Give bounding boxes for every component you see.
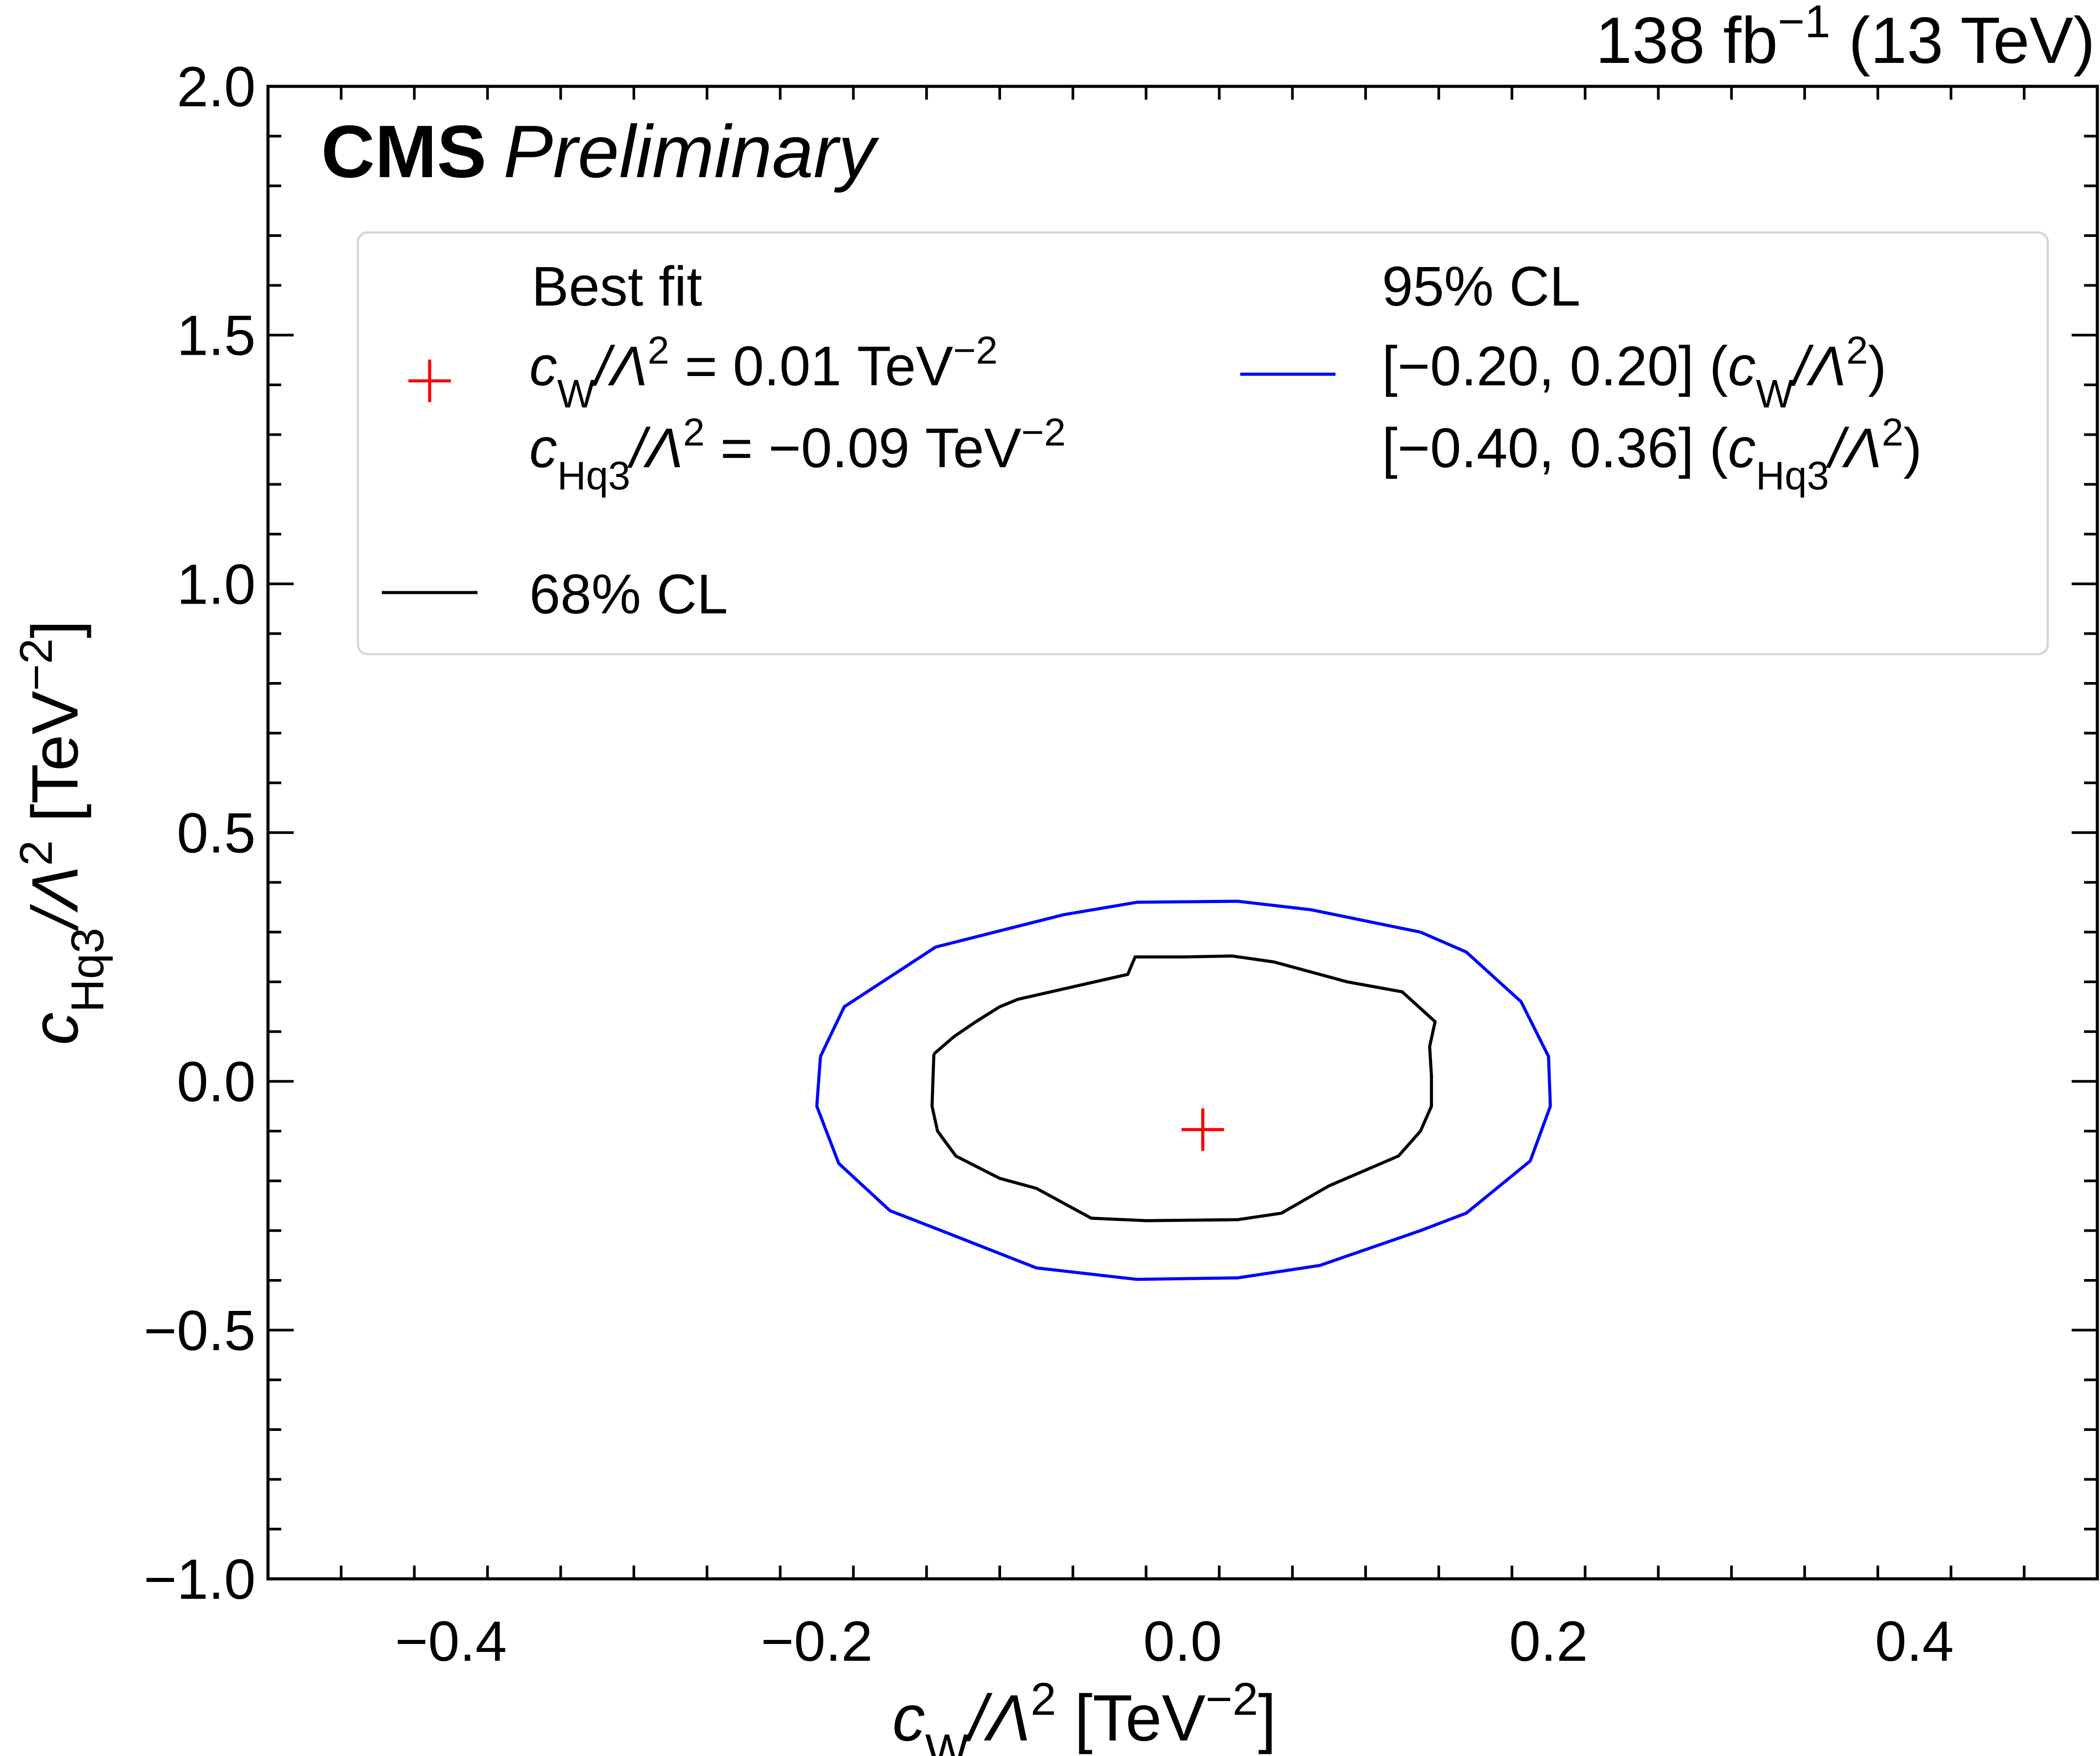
legend-95-interval-chq3: [−0.40, 0.36] (cHq3/Λ2) [1382, 410, 1922, 499]
x-tick-label: 0.2 [1509, 1610, 1588, 1673]
legend-best-fit-title: Best fit [532, 255, 702, 318]
legend-best-fit-chq3: cHq3/Λ2 = −0.09 TeV−2 [529, 410, 1066, 499]
y-tick-label: 1.5 [177, 304, 256, 368]
contours [815, 899, 1552, 1281]
legend-best-fit-marker [408, 360, 451, 402]
contour-95-cl [815, 899, 1552, 1281]
x-tick-label: 0.4 [1875, 1610, 1954, 1673]
lumi-label: 138 fb−1 (13 TeV) [1595, 0, 2095, 77]
cms-label: CMS Preliminary [321, 110, 879, 193]
legend: Best fit cW/Λ2 = 0.01 TeV−2 cHq3/Λ2 = −0… [357, 231, 2049, 655]
y-tick-labels: −1.0 −0.5 0.0 0.5 1.0 1.5 2.0 [144, 55, 256, 1611]
y-tick-label: 1.0 [177, 553, 256, 616]
contour-68-cl [930, 954, 1437, 1222]
legend-68-label: 68% CL [529, 563, 728, 625]
y-tick-label: 0.5 [177, 802, 256, 865]
best-fit-marker [1181, 1108, 1224, 1151]
x-tick-label: −0.4 [395, 1610, 507, 1673]
x-tick-labels: −0.4 −0.2 0.0 0.2 0.4 [395, 1610, 1954, 1673]
y-tick-label: −0.5 [144, 1299, 256, 1362]
x-tick-label: 0.0 [1143, 1610, 1222, 1673]
x-tick-label: −0.2 [761, 1610, 873, 1673]
axis-ticks [267, 85, 2099, 1580]
y-tick-label: 2.0 [177, 55, 256, 119]
legend-best-fit-cw: cW/Λ2 = 0.01 TeV−2 [529, 328, 998, 417]
y-tick-label: −1.0 [144, 1548, 256, 1611]
y-tick-label: 0.0 [177, 1050, 256, 1114]
legend-95-label: 95% CL [1382, 255, 1580, 318]
x-axis-title: cW/Λ2 [TeV−2] [893, 1674, 1277, 1756]
legend-frame [357, 231, 2049, 655]
legend-95-interval-cw: [−0.20, 0.20] (cW/Λ2) [1382, 328, 1887, 417]
y-axis-title: cHq3/Λ2 [TeV−2] [11, 620, 113, 1045]
